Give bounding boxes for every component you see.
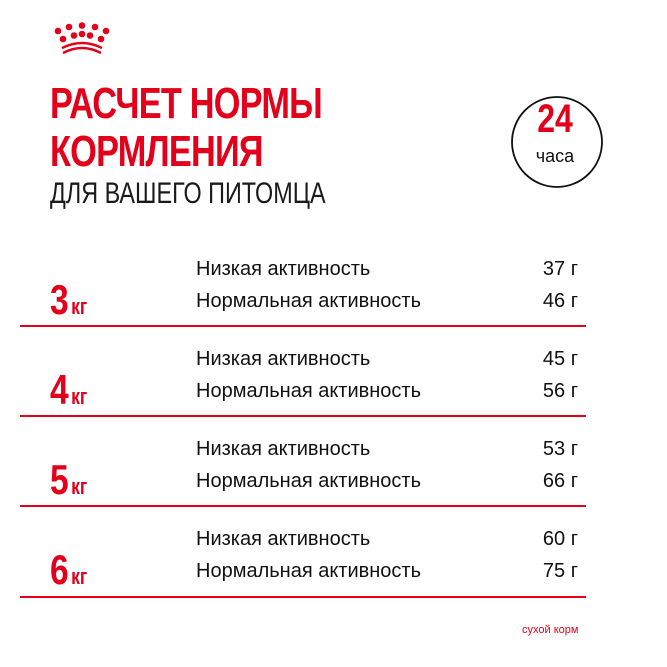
weight-label: 6 кг xyxy=(50,546,88,593)
normal-activity-value: 75 г xyxy=(542,560,578,582)
crown-icon xyxy=(54,22,110,55)
weight-label: 3 кг xyxy=(50,276,88,323)
badge-unit: часа xyxy=(535,146,575,166)
normal-activity-value: 46 г xyxy=(542,290,578,312)
divider xyxy=(20,415,586,417)
title-line-2: КОРМЛЕНИЯ xyxy=(50,127,264,176)
low-activity-label: Низкая активность xyxy=(196,438,371,460)
divider xyxy=(20,596,586,598)
page-subtitle: ДЛЯ ВАШЕГО ПИТОМЦА xyxy=(50,177,326,210)
divider xyxy=(20,505,586,507)
normal-activity-value: 66 г xyxy=(542,470,578,492)
low-activity-value: 53 г xyxy=(542,438,578,460)
table-row: 4 кг Низкая активность 45 г Нормальная ак… xyxy=(18,340,584,430)
low-activity-label: Низкая активность xyxy=(196,528,371,550)
weight-label: 4 кг xyxy=(50,366,88,413)
weight-label: 5 кг xyxy=(50,456,88,503)
low-activity-value: 60 г xyxy=(542,528,578,550)
low-activity-value: 45 г xyxy=(542,348,578,370)
normal-activity-value: 56 г xyxy=(542,380,578,402)
badge-number: 24 xyxy=(537,97,573,141)
normal-activity-label: Нормальная активность xyxy=(196,290,422,312)
low-activity-label: Низкая активность xyxy=(196,258,371,280)
low-activity-value: 37 г xyxy=(542,258,578,280)
divider xyxy=(20,325,586,327)
normal-activity-label: Нормальная активность xyxy=(196,470,422,492)
footnote: сухой корм xyxy=(522,624,579,636)
table-row: 6 кг Низкая активность 60 г Нормальная ак… xyxy=(18,520,584,610)
page-title: РАСЧЕТ НОРМЫ КОРМЛЕНИЯ xyxy=(50,79,323,176)
normal-activity-label: Нормальная активность xyxy=(196,380,422,402)
title-line-1: РАСЧЕТ НОРМЫ xyxy=(50,79,323,128)
table-row: 5 кг Низкая активность 53 г Нормальная ак… xyxy=(18,430,584,520)
badge-circle-icon xyxy=(511,96,603,188)
table-row: 3 кг Низкая активность 37 г Нормальная ак… xyxy=(18,250,584,340)
normal-activity-label: Нормальная активность xyxy=(196,560,422,582)
low-activity-label: Низкая активность xyxy=(196,348,371,370)
